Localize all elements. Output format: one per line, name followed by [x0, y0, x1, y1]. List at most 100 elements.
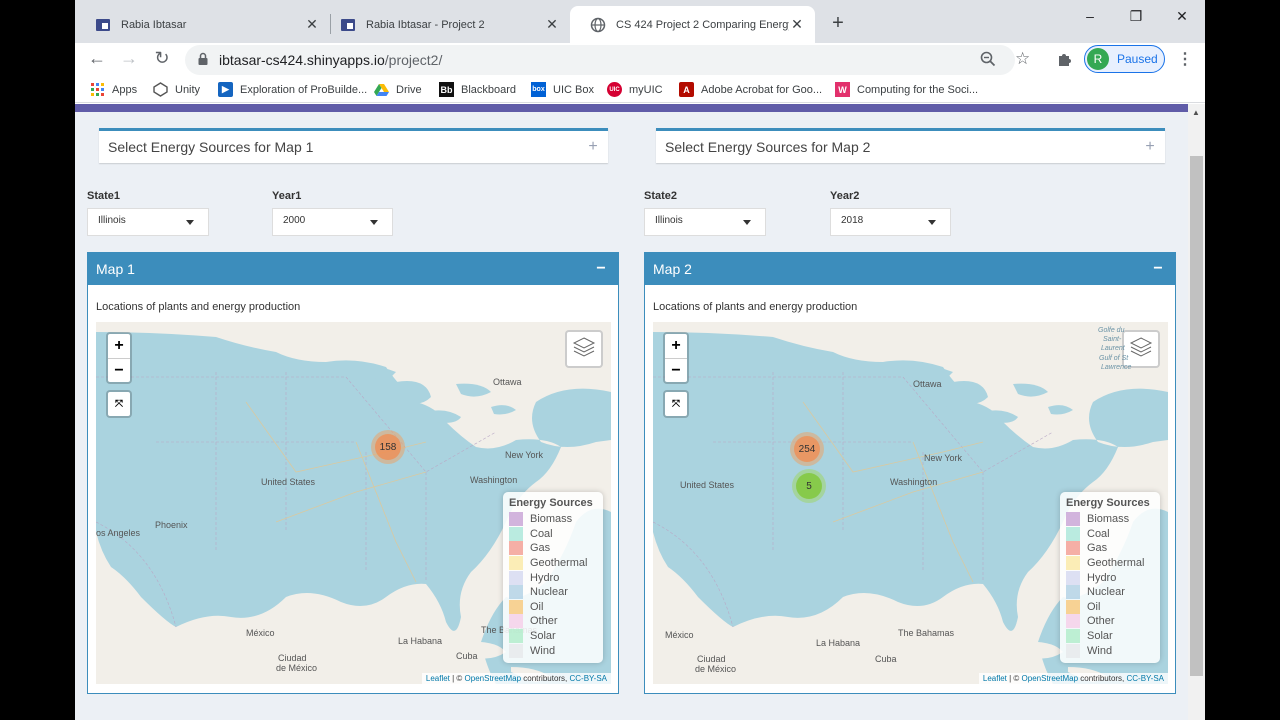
zoom-out-button[interactable]: − — [108, 358, 130, 382]
bookmark-computing[interactable]: W Computing for the Soci... — [835, 82, 978, 97]
zoom-icon[interactable] — [980, 51, 996, 72]
tab-cs424-active[interactable]: CS 424 Project 2 Comparing Energy sou ✕ — [570, 6, 815, 43]
license-link[interactable]: CC-BY-SA — [1126, 674, 1165, 683]
energy-sources-box-2[interactable]: Select Energy Sources for Map 2 + — [656, 128, 1165, 163]
legend-item: Oil — [1066, 599, 1154, 615]
apps-grid-icon — [90, 82, 105, 97]
calendar-favicon-icon — [95, 17, 111, 33]
box-title: Select Energy Sources for Map 2 — [665, 139, 871, 155]
leaflet-link[interactable]: Leaflet — [982, 674, 1007, 683]
bookmark-drive[interactable]: Drive — [374, 82, 422, 97]
layers-control-button[interactable] — [1122, 330, 1160, 368]
legend-swatch — [509, 526, 523, 541]
scrollbar-thumb[interactable] — [1190, 156, 1203, 676]
address-bar[interactable]: ibtasar-cs424.shinyapps.io/project2/ — [185, 45, 1015, 75]
legend-swatch — [509, 599, 523, 614]
legend-item: Solar — [1066, 629, 1154, 644]
close-tab-icon[interactable]: ✕ — [546, 16, 558, 32]
restore-button[interactable]: ❐ — [1129, 8, 1143, 24]
tab-rabia[interactable]: Rabia Ibtasar ✕ — [75, 6, 330, 43]
extensions-puzzle-icon[interactable] — [1056, 50, 1074, 73]
bookmark-uic-box[interactable]: box UIC Box — [531, 82, 594, 97]
browser-window: Rabia Ibtasar ✕ Rabia Ibtasar - Project … — [75, 0, 1205, 720]
label-united-states: United States — [680, 480, 735, 490]
cluster-count: 158 — [375, 434, 401, 460]
bookmark-blackboard[interactable]: Bb Blackboard — [439, 82, 516, 97]
map-attribution: Leaflet | © OpenStreetMap contributors, … — [978, 673, 1168, 684]
new-tab-button[interactable]: + — [832, 12, 844, 34]
cluster-count: 5 — [796, 473, 822, 499]
legend-item: Wind — [509, 643, 597, 658]
close-window-button[interactable]: ✕ — [1176, 8, 1188, 24]
bookmark-star-icon[interactable]: ☆ — [1015, 49, 1031, 68]
layers-control-button[interactable] — [565, 330, 603, 368]
legend-label: Geothermal — [1087, 557, 1145, 570]
bookmarks-bar: Apps Unity ▶ Exploration of ProBuilde... … — [75, 78, 1205, 103]
energy-sources-box-1[interactable]: Select Energy Sources for Map 1 + — [99, 128, 608, 163]
tab-project2[interactable]: Rabia Ibtasar - Project 2 ✕ — [320, 6, 570, 43]
layers-icon — [1129, 336, 1153, 363]
label-new-york: New York — [505, 450, 544, 460]
legend-label: Hydro — [1087, 571, 1117, 584]
attribution-text: contributors, — [1078, 674, 1127, 683]
bookmark-apps[interactable]: Apps — [90, 82, 137, 97]
energy-legend: Energy Sources Biomass Coal Gas Geotherm… — [503, 492, 603, 663]
caret-down-icon — [743, 220, 751, 225]
legend-item: Coal — [509, 526, 597, 542]
state1-select[interactable]: Illinois — [87, 208, 209, 236]
url-text: ibtasar-cs424.shinyapps.io/project2/ — [219, 52, 442, 68]
osm-link[interactable]: OpenStreetMap — [1021, 674, 1079, 683]
scroll-up-arrow-icon[interactable]: ▲ — [1192, 108, 1200, 117]
forward-arrow-icon[interactable]: → — [120, 48, 138, 68]
license-link[interactable]: CC-BY-SA — [569, 674, 608, 683]
profile-button[interactable]: R Paused — [1084, 45, 1165, 73]
year2-select[interactable]: 2018 — [830, 208, 951, 236]
select-value: 2018 — [841, 215, 864, 226]
reload-icon[interactable]: ↻ — [154, 48, 170, 68]
vertical-scrollbar[interactable]: ▲ — [1188, 104, 1205, 720]
year1-select[interactable]: 2000 — [272, 208, 393, 236]
legend-swatch — [509, 570, 523, 585]
legend-item: Geothermal — [509, 556, 597, 571]
bookmark-label: Computing for the Soci... — [857, 83, 979, 96]
osm-link[interactable]: OpenStreetMap — [464, 674, 522, 683]
leaflet-map-2[interactable]: + − ⤧ Golfe du Saint- Laurent Gulf of St … — [653, 322, 1168, 684]
legend-item: Biomass — [1066, 512, 1154, 527]
collapse-minus-icon[interactable]: − — [596, 260, 606, 277]
reset-view-button[interactable]: ⤧ — [663, 390, 689, 418]
bookmark-acrobat[interactable]: A Adobe Acrobat for Goo... — [679, 82, 822, 97]
marker-cluster[interactable]: 5 — [792, 469, 826, 503]
bookmark-myuic[interactable]: UIC myUIC — [607, 82, 663, 97]
year2-label: Year2 — [830, 190, 860, 202]
expand-plus-icon[interactable]: + — [1145, 138, 1155, 155]
blackboard-icon: Bb — [439, 82, 454, 97]
legend-item: Other — [1066, 614, 1154, 629]
back-arrow-icon[interactable]: ← — [88, 48, 106, 68]
legend-swatch — [1066, 614, 1080, 629]
expand-plus-icon[interactable]: + — [588, 138, 598, 155]
legend-item: Biomass — [509, 512, 597, 527]
state2-select[interactable]: Illinois — [644, 208, 766, 236]
legend-item: Hydro — [509, 570, 597, 585]
leaflet-link[interactable]: Leaflet — [425, 674, 450, 683]
reset-view-button[interactable]: ⤧ — [106, 390, 132, 418]
select-value: 2000 — [283, 215, 306, 226]
label-united-states: United States — [261, 477, 316, 487]
close-tab-icon[interactable]: ✕ — [306, 16, 318, 32]
map2-box: Map 2 − Locations of plants and energy pr… — [644, 252, 1176, 694]
marker-cluster[interactable]: 254 — [790, 432, 824, 466]
menu-kebab-icon[interactable]: ⋮ — [1177, 51, 1193, 68]
marker-cluster[interactable]: 158 — [371, 430, 405, 464]
bookmark-probuilder[interactable]: ▶ Exploration of ProBuilde... — [218, 82, 367, 97]
zoom-in-button[interactable]: + — [114, 337, 124, 354]
zoom-control: + − — [663, 332, 689, 384]
close-tab-icon[interactable]: ✕ — [791, 16, 803, 32]
collapse-minus-icon[interactable]: − — [1153, 260, 1163, 277]
legend-item: Nuclear — [509, 585, 597, 600]
zoom-in-button[interactable]: + — [671, 337, 681, 354]
minimize-button[interactable]: – — [1086, 8, 1094, 24]
label-ottawa: Ottawa — [913, 379, 942, 389]
bookmark-unity[interactable]: Unity — [153, 82, 200, 97]
zoom-out-button[interactable]: − — [665, 358, 687, 382]
leaflet-map-1[interactable]: + − ⤧ Ottawa New York Washington United S… — [96, 322, 611, 684]
